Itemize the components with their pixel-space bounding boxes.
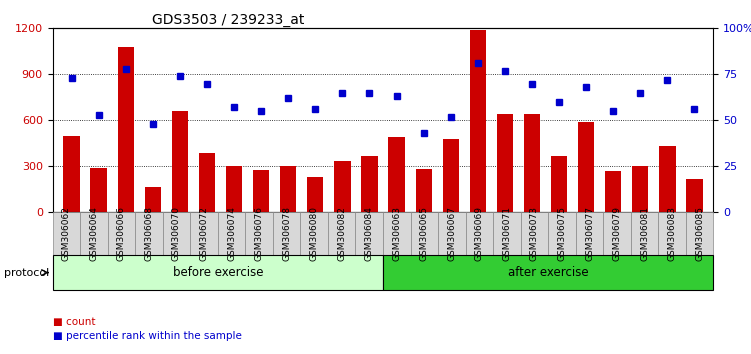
Bar bbox=[415, 169, 432, 212]
Text: before exercise: before exercise bbox=[173, 266, 263, 279]
Text: GSM306073: GSM306073 bbox=[530, 206, 539, 261]
Text: GDS3503 / 239233_at: GDS3503 / 239233_at bbox=[152, 13, 304, 27]
Text: GSM306066: GSM306066 bbox=[117, 206, 126, 261]
Bar bbox=[442, 139, 459, 212]
Text: GSM306068: GSM306068 bbox=[144, 206, 153, 261]
Bar bbox=[118, 47, 134, 212]
Bar bbox=[659, 147, 676, 212]
Bar bbox=[361, 156, 378, 212]
Bar bbox=[199, 153, 215, 212]
Text: GSM306070: GSM306070 bbox=[172, 206, 181, 261]
Bar bbox=[469, 30, 486, 212]
Text: GSM306071: GSM306071 bbox=[502, 206, 511, 261]
Bar bbox=[388, 137, 405, 212]
Bar bbox=[90, 168, 107, 212]
Text: GSM306081: GSM306081 bbox=[640, 206, 649, 261]
Text: GSM306075: GSM306075 bbox=[557, 206, 566, 261]
Bar bbox=[334, 161, 351, 212]
Text: GSM306079: GSM306079 bbox=[613, 206, 622, 261]
Text: GSM306084: GSM306084 bbox=[365, 206, 374, 261]
Text: GSM306074: GSM306074 bbox=[227, 206, 236, 261]
Bar bbox=[172, 111, 188, 212]
Bar bbox=[605, 171, 621, 212]
Bar bbox=[632, 166, 648, 212]
Text: protocol: protocol bbox=[4, 268, 49, 278]
Text: GSM306064: GSM306064 bbox=[89, 206, 98, 261]
Bar bbox=[307, 177, 324, 212]
Bar bbox=[63, 136, 80, 212]
Bar bbox=[686, 179, 703, 212]
Bar bbox=[578, 122, 594, 212]
Text: GSM306083: GSM306083 bbox=[668, 206, 677, 261]
Bar bbox=[496, 114, 513, 212]
Text: GSM306077: GSM306077 bbox=[585, 206, 594, 261]
Text: GSM306080: GSM306080 bbox=[309, 206, 318, 261]
Text: GSM306062: GSM306062 bbox=[62, 206, 71, 261]
Text: GSM306063: GSM306063 bbox=[392, 206, 401, 261]
Text: GSM306085: GSM306085 bbox=[695, 206, 704, 261]
Bar bbox=[524, 114, 540, 212]
Bar bbox=[226, 166, 242, 212]
Text: GSM306076: GSM306076 bbox=[255, 206, 264, 261]
Text: ■ percentile rank within the sample: ■ percentile rank within the sample bbox=[53, 331, 241, 341]
Bar bbox=[551, 156, 567, 212]
Text: ■ count: ■ count bbox=[53, 317, 95, 327]
Text: GSM306078: GSM306078 bbox=[282, 206, 291, 261]
Text: GSM306072: GSM306072 bbox=[200, 206, 209, 261]
Text: GSM306069: GSM306069 bbox=[475, 206, 484, 261]
Text: after exercise: after exercise bbox=[508, 266, 589, 279]
Bar bbox=[280, 166, 297, 212]
Bar bbox=[145, 187, 161, 212]
Text: GSM306067: GSM306067 bbox=[448, 206, 457, 261]
Text: GSM306082: GSM306082 bbox=[337, 206, 346, 261]
Bar bbox=[253, 170, 270, 212]
Text: GSM306065: GSM306065 bbox=[420, 206, 429, 261]
